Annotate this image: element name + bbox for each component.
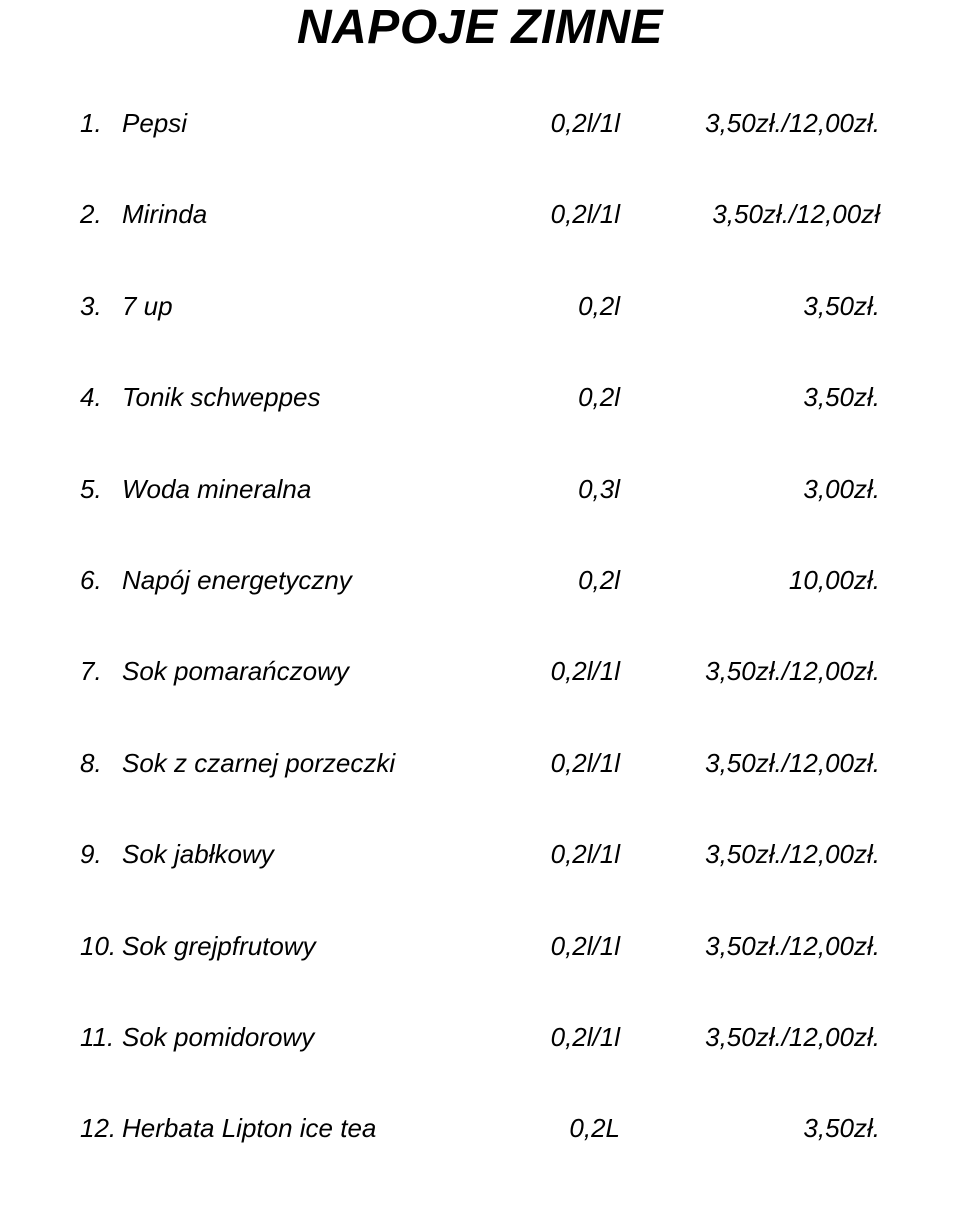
item-size: 0,2l/1l [551,653,620,689]
item-name: Pepsi [122,105,187,141]
item-number: 7. [80,653,122,689]
item-number: 3. [80,288,122,324]
menu-item: 1. Pepsi 0,2l/1l 3,50zł./12,00zł. [80,105,880,141]
item-name: Woda mineralna [122,471,311,507]
item-size: 0,2l [578,288,620,324]
item-size: 0,2l [578,379,620,415]
menu-page: NAPOJE ZIMNE 1. Pepsi 0,2l/1l 3,50zł./12… [0,0,960,1197]
page-title: NAPOJE ZIMNE [80,0,880,55]
menu-item: 8. Sok z czarnej porzeczki 0,2l/1l 3,50z… [80,745,880,781]
item-size: 0,2l/1l [551,196,620,232]
menu-item: 11. Sok pomidorowy 0,2l/1l 3,50zł./12,00… [80,1019,880,1055]
item-price: 3,50zł./12,00zł [620,196,880,232]
item-size: 0,3l [578,471,620,507]
item-number: 9. [80,836,122,872]
menu-list: 1. Pepsi 0,2l/1l 3,50zł./12,00zł. 2. Mir… [80,105,880,1147]
item-size: 0,2l/1l [551,105,620,141]
item-price: 3,50zł./12,00zł. [620,928,880,964]
item-price: 10,00zł. [620,562,880,598]
menu-item: 10. Sok grejpfrutowy 0,2l/1l 3,50zł./12,… [80,928,880,964]
item-price: 3,50zł./12,00zł. [620,1019,880,1055]
item-size: 0,2l/1l [551,928,620,964]
item-price: 3,00zł. [620,471,880,507]
item-name: Tonik schweppes [122,379,321,415]
item-number: 5. [80,471,122,507]
item-price: 3,50zł. [620,288,880,324]
item-number: 4. [80,379,122,415]
item-price: 3,50zł./12,00zł. [620,653,880,689]
item-number: 2. [80,196,122,232]
item-name: Sok grejpfrutowy [122,928,316,964]
item-price: 3,50zł./12,00zł. [620,745,880,781]
menu-item: 5. Woda mineralna 0,3l 3,00zł. [80,471,880,507]
item-name: Sok jabłkowy [122,836,274,872]
item-number: 8. [80,745,122,781]
item-size: 0,2L [569,1110,620,1146]
menu-item: 2. Mirinda 0,2l/1l 3,50zł./12,00zł [80,196,880,232]
item-number: 6. [80,562,122,598]
menu-item: 6. Napój energetyczny 0,2l 10,00zł. [80,562,880,598]
item-name: Sok pomidorowy [122,1019,314,1055]
item-name: Sok z czarnej porzeczki [122,745,395,781]
item-number: 1. [80,105,122,141]
menu-item: 7. Sok pomarańczowy 0,2l/1l 3,50zł./12,0… [80,653,880,689]
item-number: 10. [80,928,122,964]
item-name: Mirinda [122,196,207,232]
item-name: Herbata Lipton ice tea [122,1110,376,1146]
menu-item: 12. Herbata Lipton ice tea 0,2L 3,50zł. [80,1110,880,1146]
item-name: 7 up [122,288,173,324]
menu-item: 3. 7 up 0,2l 3,50zł. [80,288,880,324]
item-price: 3,50zł./12,00zł. [620,836,880,872]
item-size: 0,2l/1l [551,1019,620,1055]
item-price: 3,50zł. [620,379,880,415]
item-price: 3,50zł./12,00zł. [620,105,880,141]
item-price: 3,50zł. [620,1110,880,1146]
item-size: 0,2l/1l [551,745,620,781]
item-size: 0,2l/1l [551,836,620,872]
menu-item: 9. Sok jabłkowy 0,2l/1l 3,50zł./12,00zł. [80,836,880,872]
menu-item: 4. Tonik schweppes 0,2l 3,50zł. [80,379,880,415]
item-number: 12. [80,1110,122,1146]
item-size: 0,2l [578,562,620,598]
item-name: Napój energetyczny [122,562,352,598]
item-number: 11. [80,1019,122,1055]
item-name: Sok pomarańczowy [122,653,349,689]
